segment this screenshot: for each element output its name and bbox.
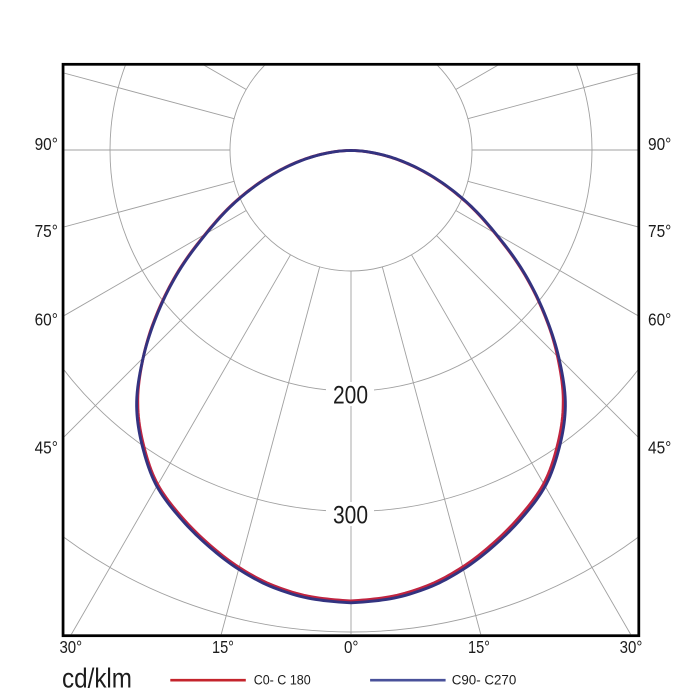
svg-text:0°: 0° [344,637,359,657]
svg-text:60°: 60° [35,310,58,330]
svg-text:200: 200 [333,381,368,409]
svg-text:15°: 15° [468,637,490,657]
svg-text:30°: 30° [59,637,82,657]
svg-text:60°: 60° [648,310,671,330]
svg-text:75°: 75° [35,221,58,241]
svg-text:45°: 45° [648,438,671,458]
svg-text:15°: 15° [212,637,234,657]
svg-text:75°: 75° [648,221,671,241]
svg-text:45°: 45° [35,438,58,458]
svg-text:C90- C270: C90- C270 [452,673,517,689]
svg-text:C0- C 180: C0- C 180 [254,673,311,689]
svg-text:300: 300 [333,501,368,529]
svg-text:90°: 90° [35,134,58,154]
svg-text:cd/klm: cd/klm [62,663,132,694]
svg-text:30°: 30° [620,637,643,657]
svg-text:90°: 90° [648,134,671,154]
